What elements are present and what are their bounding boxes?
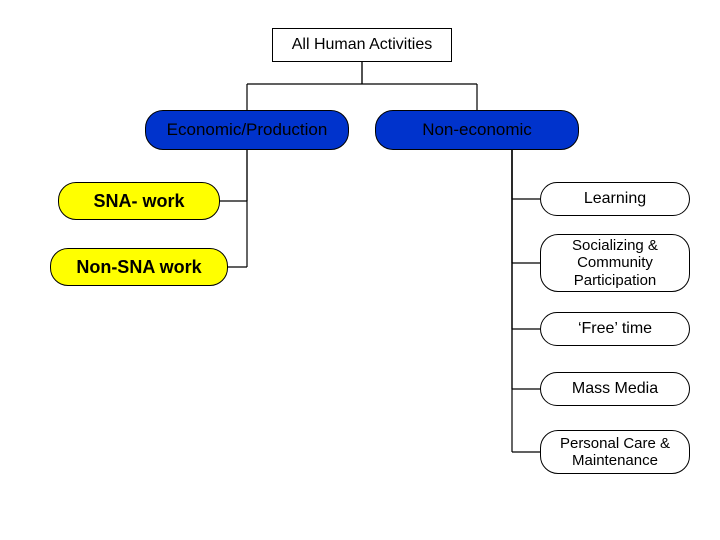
- node-social: Socializing & Community Participation: [540, 234, 690, 292]
- node-economic: Economic/Production: [145, 110, 349, 150]
- node-root: All Human Activities: [272, 28, 452, 62]
- node-massmedia: Mass Media: [540, 372, 690, 406]
- node-noneconomic: Non-economic: [375, 110, 579, 150]
- node-sna: SNA- work: [58, 182, 220, 220]
- node-learning: Learning: [540, 182, 690, 216]
- node-nonsna: Non-SNA work: [50, 248, 228, 286]
- node-freetime: ‘Free’ time: [540, 312, 690, 346]
- node-personal: Personal Care & Maintenance: [540, 430, 690, 474]
